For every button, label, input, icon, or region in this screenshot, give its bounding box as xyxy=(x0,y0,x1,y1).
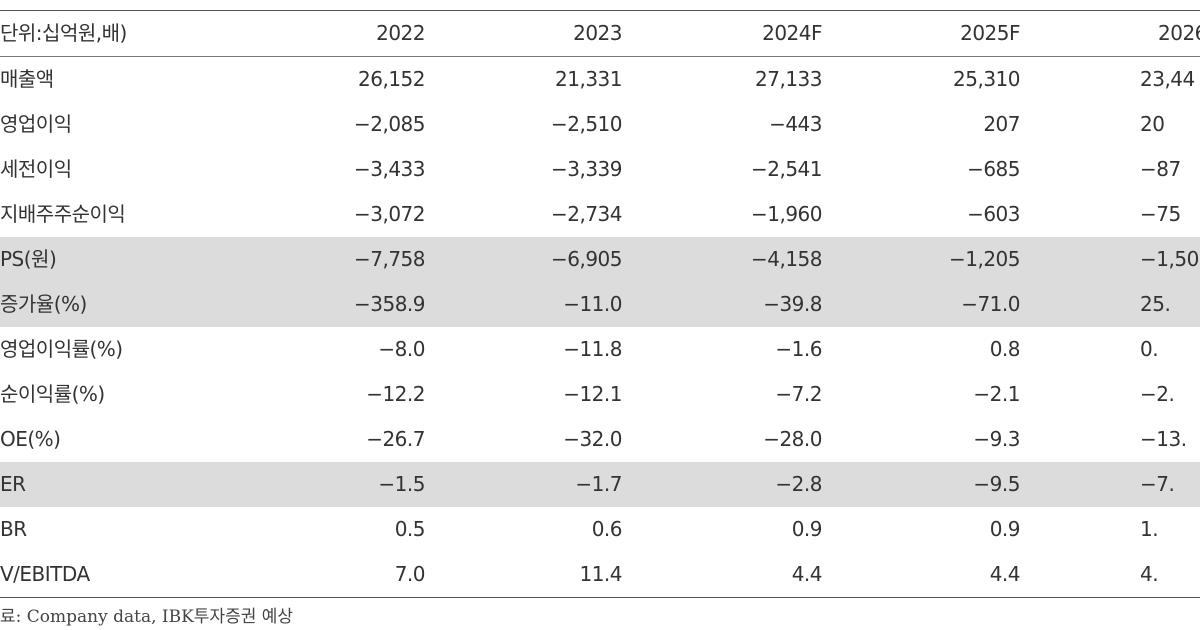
cell-value: −1.5 xyxy=(378,472,425,496)
table-row: V/EBITDA 7.0 11.4 4.4 4.4 4. xyxy=(0,552,1200,597)
cell-value: 0.6 xyxy=(591,517,623,541)
cell-value: 207 xyxy=(983,112,1020,136)
row-label: ER xyxy=(0,472,26,496)
table-row: PS(원) −7,758 −6,905 −4,158 −1,205 −1,50 xyxy=(0,237,1200,282)
cell-value: 25,310 xyxy=(953,67,1020,91)
row-label: 영업이익률(%) xyxy=(0,337,123,361)
cell-value: −1,50 xyxy=(1140,247,1199,271)
cell-value: −2,085 xyxy=(353,112,426,136)
cell-value: 25. xyxy=(1140,292,1171,316)
cell-value: 20 xyxy=(1140,112,1165,136)
row-label: BR xyxy=(0,517,27,541)
cell-value: 2023 xyxy=(573,21,622,45)
cell-value: −39.8 xyxy=(763,292,822,316)
row-label: PS(원) xyxy=(0,247,57,271)
cell-value: −7. xyxy=(1140,472,1175,496)
row-label: 매출액 xyxy=(0,67,54,91)
table-row: 매출액 26,152 21,331 27,133 25,310 23,44 xyxy=(0,57,1200,102)
cell-value: −26.7 xyxy=(366,427,425,451)
row-label: 지배주주순이익 xyxy=(0,202,126,226)
cell-value: −12.1 xyxy=(563,382,622,406)
cell-value: −1.6 xyxy=(775,337,822,361)
cell-value: 4.4 xyxy=(989,562,1021,586)
table-row: 영업이익 −2,085 −2,510 −443 207 20 xyxy=(0,102,1200,147)
cell-value: −1.7 xyxy=(575,472,622,496)
cell-value: 0. xyxy=(1140,337,1159,361)
cell-value: −28.0 xyxy=(763,427,822,451)
table-row: BR 0.5 0.6 0.9 0.9 1. xyxy=(0,507,1200,552)
cell-value: −12.2 xyxy=(366,382,425,406)
table-row: 순이익률(%) −12.2 −12.1 −7.2 −2.1 −2. xyxy=(0,372,1200,417)
cell-value: −603 xyxy=(967,202,1020,226)
cell-value: −8.0 xyxy=(378,337,425,361)
cell-value: −2,510 xyxy=(550,112,623,136)
cell-value: −3,072 xyxy=(353,202,426,226)
cell-value: −2. xyxy=(1140,382,1175,406)
source-note: 료: Company data, IBK투자증권 예상 xyxy=(0,607,294,627)
financial-table: 단위:십억원,배) 2022 2023 2024F 2025F 2026 매출액 26,152… xyxy=(0,10,1200,598)
cell-value: −358.9 xyxy=(353,292,426,316)
cell-value: −9.3 xyxy=(973,427,1020,451)
row-label: 순이익률(%) xyxy=(0,382,105,406)
cell-value: 4. xyxy=(1140,562,1159,586)
cell-value: 0.8 xyxy=(989,337,1021,361)
cell-value: −3,433 xyxy=(353,157,426,181)
cell-value: −1,960 xyxy=(750,202,823,226)
table-row: 증가율(%) −358.9 −11.0 −39.8 −71.0 25. xyxy=(0,282,1200,327)
table-row: 영업이익률(%) −8.0 −11.8 −1.6 0.8 0. xyxy=(0,327,1200,372)
cell-value: −685 xyxy=(967,157,1020,181)
cell-value: 0.9 xyxy=(791,517,823,541)
cell-value: −2.8 xyxy=(775,472,822,496)
cell-value: 0.9 xyxy=(989,517,1021,541)
cell-value: −1,205 xyxy=(948,247,1021,271)
row-label: 영업이익 xyxy=(0,112,72,136)
cell-value: 2026 xyxy=(1158,21,1200,45)
table-row: ER −1.5 −1.7 −2.8 −9.5 −7. xyxy=(0,462,1200,507)
cell-value: −11.0 xyxy=(563,292,622,316)
row-label: 세전이익 xyxy=(0,157,72,181)
cell-value: 26,152 xyxy=(358,67,425,91)
cell-value: 1. xyxy=(1140,517,1159,541)
header-row: 단위:십억원,배) 2022 2023 2024F 2025F 2026 xyxy=(0,11,1200,57)
cell-value: −443 xyxy=(769,112,822,136)
cell-value: 2022 xyxy=(376,21,425,45)
cell-value: 21,331 xyxy=(555,67,622,91)
row-label: 단위:십억원,배) xyxy=(0,21,127,45)
cell-value: −75 xyxy=(1140,202,1181,226)
table-row: OE(%) −26.7 −32.0 −28.0 −9.3 −13. xyxy=(0,417,1200,462)
cell-value: 7.0 xyxy=(394,562,426,586)
cell-value: −87 xyxy=(1140,157,1181,181)
cell-value: −7,758 xyxy=(353,247,426,271)
row-label: V/EBITDA xyxy=(0,562,90,586)
cell-value: 2024F xyxy=(762,21,822,45)
cell-value: −3,339 xyxy=(550,157,623,181)
cell-value: −2.1 xyxy=(973,382,1020,406)
cell-value: 27,133 xyxy=(755,67,822,91)
row-label: OE(%) xyxy=(0,427,61,451)
cell-value: −11.8 xyxy=(563,337,622,361)
row-label: 증가율(%) xyxy=(0,292,87,316)
cell-value: 2025F xyxy=(960,21,1020,45)
cell-value: −7.2 xyxy=(775,382,822,406)
cell-value: 11.4 xyxy=(579,562,622,586)
table-row: 세전이익 −3,433 −3,339 −2,541 −685 −87 xyxy=(0,147,1200,192)
cell-value: 4.4 xyxy=(791,562,823,586)
cell-value: −13. xyxy=(1140,427,1187,451)
cell-value: −2,734 xyxy=(550,202,623,226)
cell-value: −71.0 xyxy=(961,292,1020,316)
cell-value: −9.5 xyxy=(973,472,1020,496)
cell-value: −32.0 xyxy=(563,427,622,451)
cell-value: 23,44 xyxy=(1140,67,1195,91)
cell-value: −4,158 xyxy=(750,247,823,271)
cell-value: −2,541 xyxy=(750,157,823,181)
cell-value: −6,905 xyxy=(550,247,623,271)
table-row: 지배주주순이익 −3,072 −2,734 −1,960 −603 −75 xyxy=(0,192,1200,237)
cell-value: 0.5 xyxy=(394,517,426,541)
